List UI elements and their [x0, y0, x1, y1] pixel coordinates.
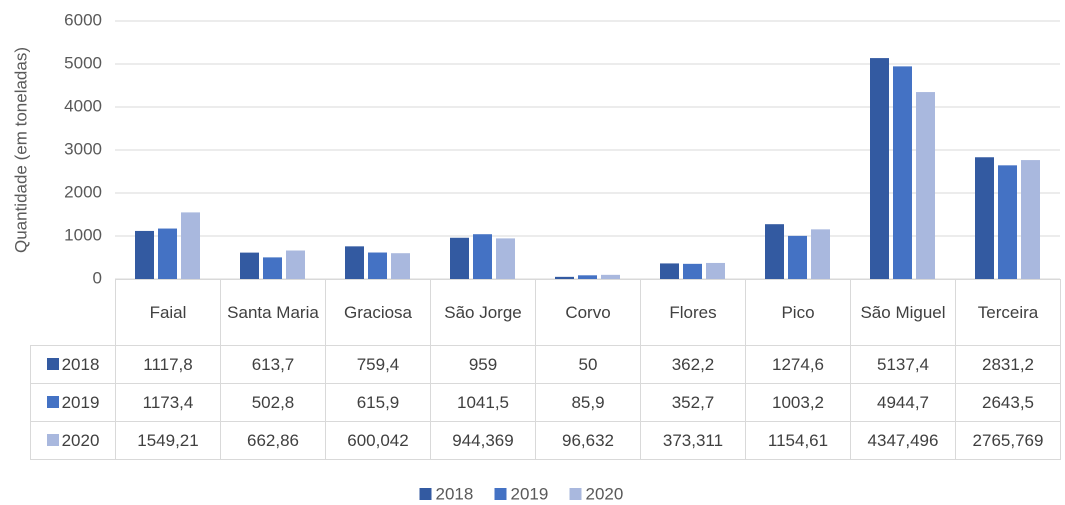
bar: [555, 276, 574, 279]
bar: [601, 274, 620, 279]
table-value: 1173,4: [115, 383, 221, 422]
bar: [135, 230, 154, 279]
table-value: 662,86: [220, 421, 326, 460]
table-value: 613,7: [220, 345, 326, 384]
bar: [345, 246, 364, 279]
table-value: 5137,4: [850, 345, 956, 384]
bar: [1021, 160, 1040, 279]
bar: [181, 212, 200, 279]
bar: [578, 275, 597, 279]
bar: [870, 58, 889, 280]
bar: [263, 257, 282, 279]
table-row: 2019 1173,4 502,8 615,9 1041,5 85,9 352,7 1003,…: [30, 383, 1061, 422]
bar: [683, 263, 702, 279]
legend-swatch: [494, 488, 507, 500]
table-value: 1041,5: [430, 383, 536, 422]
legend-label: 2020: [586, 484, 624, 503]
series-label-cell: 2018: [30, 345, 116, 384]
table-value: 352,7: [640, 383, 746, 422]
bar: [765, 224, 784, 279]
x-tick-label: Terceira: [955, 279, 1061, 346]
legend-swatch: [569, 488, 582, 500]
x-tick-label: Flores: [640, 279, 746, 346]
table-row: 2018 1117,8 613,7 759,4 959 50 362,2 1274,6 5137…: [30, 345, 1061, 384]
bar: [496, 238, 515, 279]
table-value: 959: [430, 345, 536, 384]
series-label-cell: 2020: [30, 421, 116, 460]
bar: [158, 228, 177, 279]
bar: [391, 253, 410, 279]
bar: [916, 92, 935, 279]
legend-label: 2018: [436, 484, 474, 503]
table-value: 502,8: [220, 383, 326, 422]
table-value: 4347,496: [850, 421, 956, 460]
table-row: 2020 1549,21 662,86 600,042 944,369 96,632 373…: [30, 421, 1061, 460]
x-tick-label: São Jorge: [430, 279, 536, 346]
x-tick-label: Faial: [115, 279, 221, 346]
table-value: 1003,2: [745, 383, 851, 422]
table-value: 1154,61: [745, 421, 851, 460]
table-value: 2831,2: [955, 345, 1061, 384]
x-tick-label: Santa Maria: [220, 279, 326, 346]
series-label: 2020: [61, 430, 100, 450]
bar: [788, 235, 807, 279]
bar: [450, 237, 469, 279]
series-label: 2019: [61, 392, 100, 412]
series-label-cell: 2019: [30, 383, 116, 422]
table-value: 362,2: [640, 345, 746, 384]
legend-swatch: [46, 395, 59, 408]
table-value: 600,042: [325, 421, 431, 460]
y-tick-label: 4000: [64, 96, 102, 115]
bar: [811, 229, 830, 279]
x-tick-label: Pico: [745, 279, 851, 346]
legend-swatch: [419, 488, 432, 500]
data-table: Faial Santa Maria Graciosa São Jorge Corvo Fl…: [30, 279, 1061, 460]
y-tick-label: 5000: [64, 53, 102, 72]
table-value: 373,311: [640, 421, 746, 460]
legend-label: 2019: [511, 484, 549, 503]
y-tick-label: 3000: [64, 139, 102, 158]
bar: [706, 262, 725, 279]
legend-swatch: [46, 357, 59, 370]
bar: [893, 66, 912, 279]
bar: [368, 252, 387, 279]
table-value: 2765,769: [955, 421, 1061, 460]
table-header-row: Faial Santa Maria Graciosa São Jorge Corvo Fl…: [31, 279, 1061, 346]
y-tick-label: 0: [93, 268, 102, 287]
table-value: 1549,21: [115, 421, 221, 460]
table-value: 1117,8: [115, 345, 221, 384]
y-tick-label: 2000: [64, 182, 102, 201]
bar: [240, 252, 259, 279]
y-tick-label: 6000: [64, 10, 102, 29]
x-tick-label: Graciosa: [325, 279, 431, 346]
table-value: 759,4: [325, 345, 431, 384]
bar: [473, 234, 492, 279]
table-value: 944,369: [430, 421, 536, 460]
bar: [660, 263, 679, 279]
table-corner: [31, 280, 116, 346]
x-tick-label: Corvo: [535, 279, 641, 346]
series-label: 2018: [61, 354, 100, 374]
table-value: 85,9: [535, 383, 641, 422]
table-value: 2643,5: [955, 383, 1061, 422]
table-value: 4944,7: [850, 383, 956, 422]
table-value: 50: [535, 345, 641, 384]
table-value: 1274,6: [745, 345, 851, 384]
x-tick-label: São Miguel: [850, 279, 956, 346]
y-axis-label: Quantidade (em toneladas): [11, 47, 30, 253]
legend-swatch: [46, 433, 59, 446]
y-tick-label: 1000: [64, 225, 102, 244]
table-value: 96,632: [535, 421, 641, 460]
bar: [286, 250, 305, 279]
bar: [998, 165, 1017, 279]
bar: [975, 157, 994, 279]
table-value: 615,9: [325, 383, 431, 422]
